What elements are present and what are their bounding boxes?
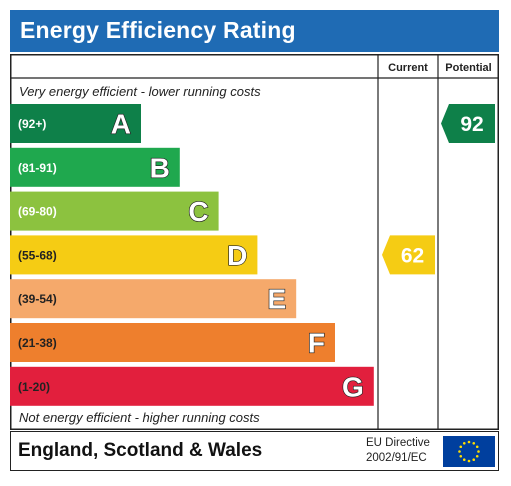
band-bar-e	[10, 279, 297, 319]
band-letter-d: D	[227, 240, 247, 271]
current-rating-arrow	[382, 235, 435, 275]
band-bar-a	[10, 104, 141, 143]
page-title: Energy Efficiency Rating	[20, 17, 296, 43]
header-bar: Energy Efficiency Rating	[10, 10, 499, 52]
band-letter-a: A	[111, 109, 131, 140]
eu-directive-line2: 2002/91/EC	[366, 452, 427, 464]
top-note: Very energy efficient - lower running co…	[19, 84, 261, 99]
band-range-b: (81-91)	[18, 161, 57, 175]
band-bar-d	[10, 235, 258, 275]
eu-directive-label: EU Directive 2002/91/EC	[366, 436, 430, 466]
band-letter-e: E	[268, 284, 287, 315]
band-bar-b	[10, 147, 180, 187]
energy-rating-chart: Current Potential Very energy efficient - …	[10, 54, 499, 430]
band-range-f: (21-38)	[18, 336, 57, 350]
current-rating-value: 62	[401, 244, 424, 267]
band-bar-g	[10, 366, 374, 406]
band-range-c: (69-80)	[18, 205, 57, 219]
region-label: England, Scotland & Wales	[18, 440, 263, 461]
band-range-e: (39-54)	[18, 292, 57, 306]
eu-directive-line1: EU Directive	[366, 437, 430, 449]
band-range-d: (55-68)	[18, 248, 57, 262]
band-range-a: (92+)	[18, 117, 46, 131]
footer-bar: England, Scotland & Wales EU Directive 2…	[10, 431, 499, 471]
band-letter-b: B	[150, 152, 170, 183]
band-bar-c	[10, 191, 219, 231]
band-bar-f	[10, 323, 335, 362]
potential-rating-arrow	[441, 104, 495, 143]
bottom-note: Not energy efficient - higher running co…	[19, 410, 260, 425]
potential-rating-value: 92	[460, 113, 483, 136]
band-letter-c: C	[188, 196, 208, 227]
column-header-current: Current	[388, 62, 428, 74]
band-range-g: (1-20)	[18, 380, 50, 394]
band-letter-f: F	[308, 328, 325, 359]
eu-flag-icon	[443, 436, 495, 467]
column-header-potential: Potential	[445, 62, 491, 74]
band-letter-g: G	[342, 371, 364, 402]
